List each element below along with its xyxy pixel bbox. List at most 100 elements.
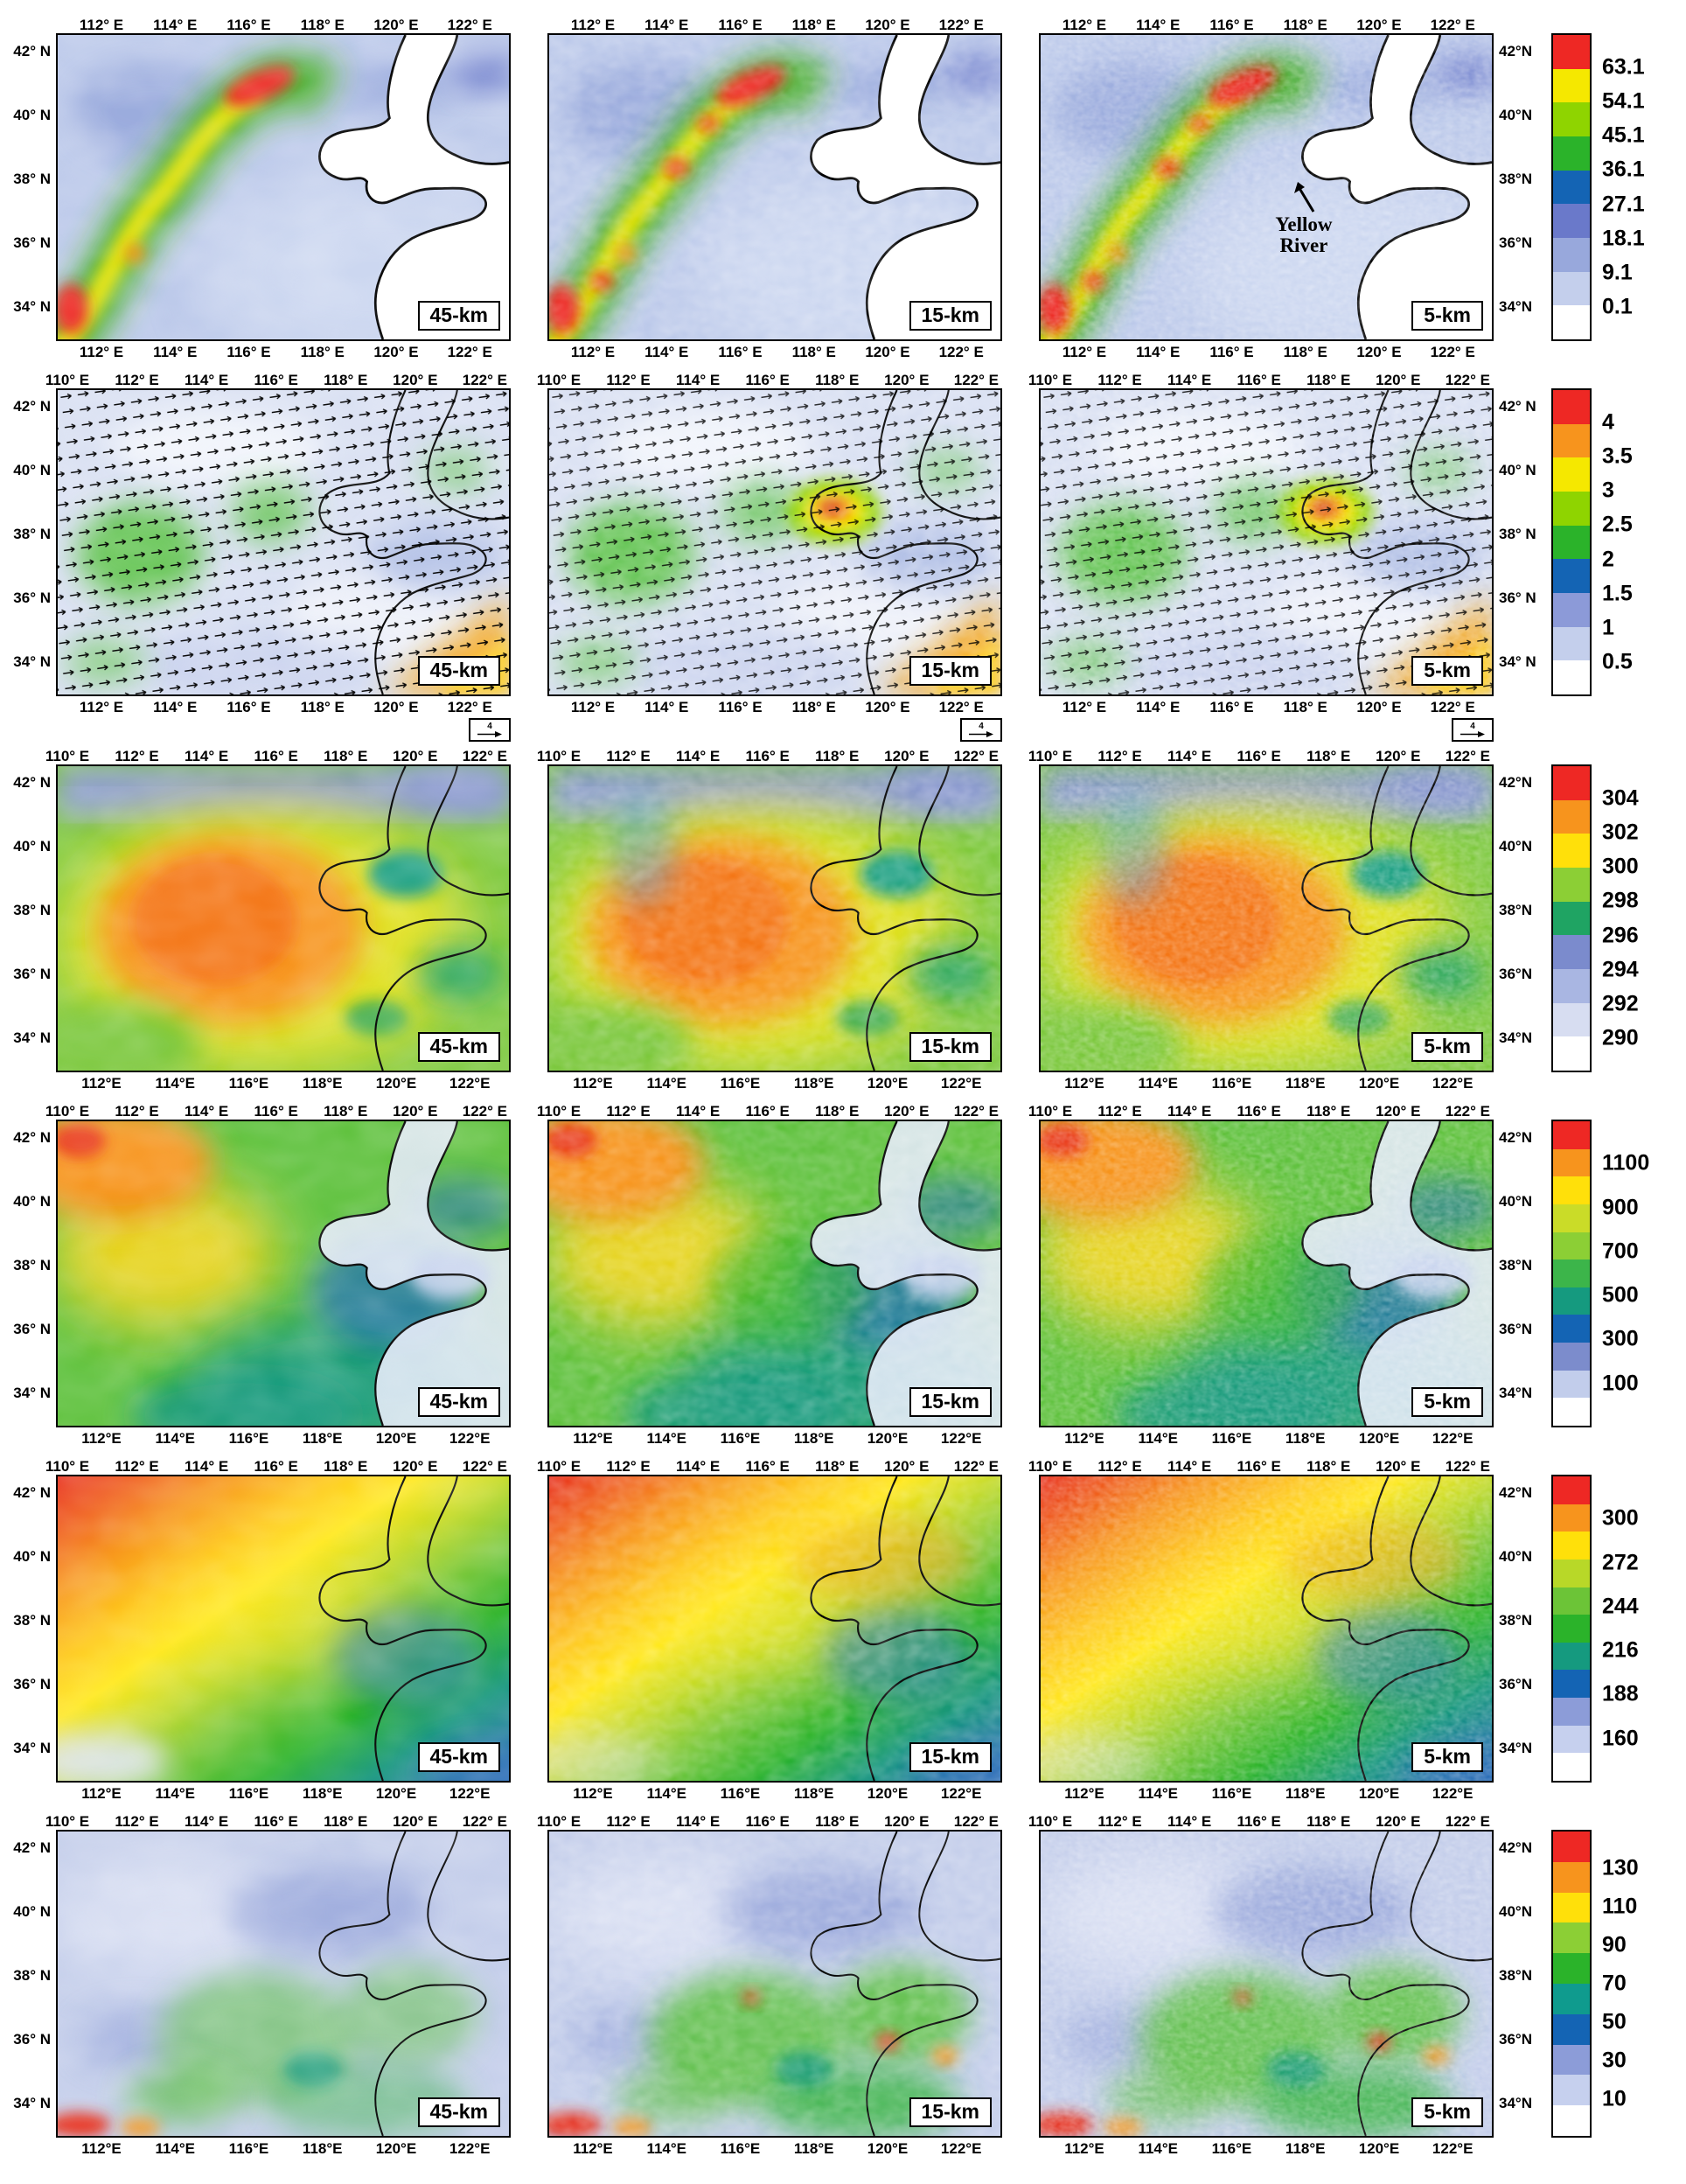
lon-tick-label: 120° E (884, 1813, 930, 1830)
lon-tick-label: 120°E (1358, 2140, 1400, 2157)
map-frame: 42° N 40° N 38° N 36° N 34° N 45-km (13, 1120, 511, 1427)
colorbar-tick-label: 294 (1602, 957, 1639, 982)
colorbar-segment (1553, 35, 1590, 69)
map-row-4: 110° E 112° E 114° E 116° E 118° E 120° E 122°… (13, 1100, 1686, 1447)
colorbar-tick-label: 36.1 (1602, 157, 1645, 182)
lat-axis: 42° N 40° N 38° N 36° N 34° N (3, 35, 54, 339)
lon-tick-label: 120° E (1376, 372, 1421, 388)
map-image (1041, 390, 1492, 694)
wind-vector-key: 4 (960, 718, 1002, 742)
lon-axis: 112° E 114° E 116° E 118° E 120° E 122° E (1039, 14, 1494, 33)
lon-tick-label: 122° E (447, 699, 492, 715)
panel-resolution-label: 45-km (417, 2097, 500, 2127)
lon-tick-label: 114°E (646, 1075, 687, 1092)
lat-tick-label: 36°N (1499, 2031, 1532, 2048)
lat-tick-label: 36° N (13, 1321, 51, 1338)
colorbar-segment (1553, 102, 1590, 137)
lat-tick-label: 36° N (13, 234, 51, 252)
colorbar-segment (1553, 660, 1590, 695)
colorbar-tick-label: 70 (1602, 1971, 1627, 1996)
lat-tick-label: 38° N (13, 1967, 51, 1985)
lon-axis: 110° E 112° E 114° E 116° E 118° E 120° E 122°… (1028, 745, 1494, 764)
lon-tick-label: 120° E (1376, 748, 1421, 764)
lon-tick-label: 120° E (884, 372, 930, 388)
lon-axis: 110° E 112° E 114° E 116° E 118° E 120° E 122°… (537, 1455, 1002, 1475)
lon-tick-label: 116°E (720, 1075, 761, 1092)
map-panel: 110° E 112° E 114° E 116° E 118° E 120° E 122°… (537, 1100, 1002, 1447)
lon-tick-label: 112°E (1064, 1075, 1104, 1092)
lon-tick-label: 114°E (646, 1785, 687, 1802)
lon-tick-label: 114° E (1167, 372, 1212, 388)
lon-tick-label: 112°E (1064, 2140, 1104, 2157)
lat-tick-label: 42°N (1499, 1484, 1532, 1502)
colorbar-tick-label: 296 (1602, 923, 1639, 948)
colorbar-scale (1551, 764, 1592, 1072)
lon-tick-label: 118° E (1306, 1813, 1351, 1830)
lon-tick-label: 116° E (718, 699, 763, 715)
colorbar-segment (1553, 1204, 1590, 1232)
lon-tick-label: 112° E (570, 699, 616, 715)
lon-axis: 110° E 112° E 114° E 116° E 118° E 120° E 122°… (537, 1100, 1002, 1120)
colorbar-segment (1553, 1002, 1590, 1037)
lon-axis: 110° E 112° E 114° E 116° E 118° E 120° E 122°… (537, 369, 1002, 388)
lat-tick-label: 34° N (13, 2095, 51, 2112)
map-image (58, 390, 509, 694)
colorbar-segment (1553, 766, 1590, 800)
colorbar-tick-label: 300 (1602, 854, 1639, 879)
colorbar-segment (1553, 1698, 1590, 1726)
lon-axis: 112°E 114°E 116°E 118°E 120°E 122°E (547, 1072, 1002, 1092)
reference-arrow-icon (477, 730, 502, 737)
annotation-line: Yellow (1275, 213, 1333, 235)
map-image (58, 1832, 509, 2136)
lon-tick-label: 114° E (1167, 1103, 1212, 1120)
lat-tick-label: 36° N (13, 966, 51, 983)
lat-tick-label: 40° N (13, 1903, 51, 1921)
colorbar-tick-label: 292 (1602, 991, 1639, 1016)
lon-tick-label: 122° E (938, 699, 984, 715)
lon-tick-label: 122° E (462, 1813, 507, 1830)
colorbar-tick-label: 27.1 (1602, 192, 1645, 217)
colorbar-segment (1553, 1476, 1590, 1504)
lon-tick-label: 116°E (1211, 1430, 1252, 1447)
lon-tick-label: 120° E (1376, 1458, 1421, 1475)
lon-tick-label: 114°E (646, 2140, 687, 2157)
colorbar-scale (1551, 388, 1592, 696)
lat-tick-label: 42°N (1499, 1129, 1532, 1147)
colorbar-tick-label: 304 (1602, 785, 1639, 811)
lon-tick-label: 114°E (1138, 1430, 1179, 1447)
map-panel: 110° E 112° E 114° E 116° E 118° E 120° E 122°… (537, 369, 1002, 742)
lat-tick-label: 34° N (1499, 653, 1536, 671)
lat-tick-label: 34°N (1499, 298, 1532, 316)
map-frame: 42° N 40° N 38° N 36° N 34° N 45-km (13, 1475, 511, 1783)
colorbar-segment (1553, 170, 1590, 205)
lon-tick-label: 110° E (1028, 1813, 1073, 1830)
lon-tick-label: 112°E (81, 1785, 122, 1802)
colorbar-tick-label: 1 (1602, 615, 1614, 640)
lat-tick-label: 42°N (1499, 1839, 1532, 1857)
colorbar-tick-label: 18.1 (1602, 226, 1645, 251)
lon-tick-label: 116° E (254, 1103, 298, 1120)
colorbar-segment (1553, 1148, 1590, 1177)
lon-tick-label: 122° E (953, 372, 999, 388)
lon-tick-label: 116°E (228, 2140, 269, 2157)
colorbar-tick-label: 244 (1602, 1594, 1639, 1619)
colorbar-segment (1553, 1861, 1590, 1893)
lon-tick-label: 120°E (1358, 1430, 1400, 1447)
colorbar-segment (1553, 1176, 1590, 1204)
map-frame: 15-km (547, 1475, 1002, 1783)
lon-tick-label: 118° E (300, 17, 345, 33)
lon-tick-label: 112° E (115, 748, 159, 764)
colorbar-tick-label: 50 (1602, 2009, 1627, 2034)
lon-tick-label: 120° E (1356, 344, 1402, 360)
lon-tick-label: 114° E (184, 748, 229, 764)
lat-tick-label: 38° N (13, 526, 51, 543)
lon-tick-label: 118° E (791, 344, 836, 360)
colorbar-segment (1553, 901, 1590, 936)
lon-tick-label: 116° E (1237, 1103, 1281, 1120)
lat-tick-label: 36°N (1499, 1321, 1532, 1338)
map-image (549, 1476, 1000, 1781)
lon-axis: 110° E 112° E 114° E 116° E 118° E 120° E 122°… (45, 1100, 511, 1120)
lon-tick-label: 120°E (867, 2140, 909, 2157)
lat-axis: 42° N 40° N 38° N 36° N 34° N (3, 1476, 54, 1781)
